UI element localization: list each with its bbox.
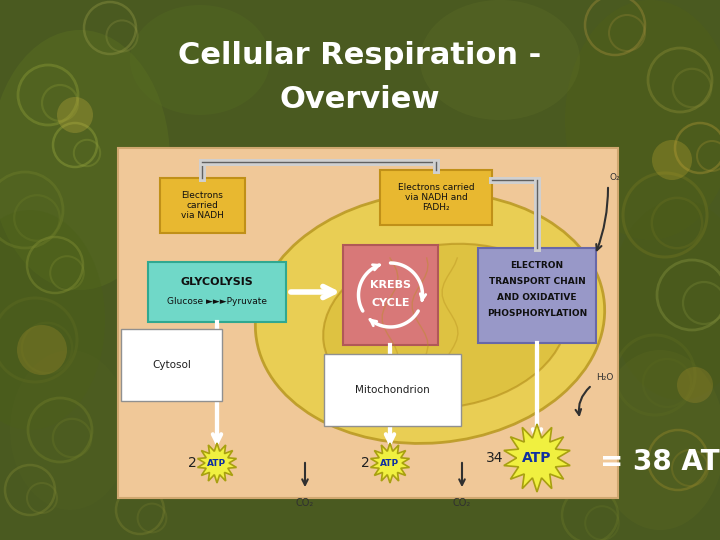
Text: PHOSPHORYLATION: PHOSPHORYLATION xyxy=(487,309,587,319)
Ellipse shape xyxy=(130,5,270,115)
Circle shape xyxy=(57,97,93,133)
FancyBboxPatch shape xyxy=(148,262,286,322)
Text: TRANSPORT CHAIN: TRANSPORT CHAIN xyxy=(489,278,585,287)
FancyBboxPatch shape xyxy=(478,248,596,343)
Circle shape xyxy=(652,140,692,180)
Text: KREBS: KREBS xyxy=(370,280,411,290)
FancyBboxPatch shape xyxy=(118,148,618,498)
Polygon shape xyxy=(371,443,410,483)
Text: ATP: ATP xyxy=(522,451,552,465)
Text: CO₂: CO₂ xyxy=(296,498,314,508)
Text: ATP: ATP xyxy=(207,458,227,468)
Text: Overview: Overview xyxy=(280,85,440,114)
Ellipse shape xyxy=(0,30,170,290)
Text: Cellular Respiration -: Cellular Respiration - xyxy=(179,40,541,70)
Text: ATP: ATP xyxy=(380,458,400,468)
Text: Cytosol: Cytosol xyxy=(152,360,191,370)
Polygon shape xyxy=(504,424,570,492)
Text: Electrons
carried
via NADH: Electrons carried via NADH xyxy=(181,191,224,220)
Ellipse shape xyxy=(595,350,720,530)
Text: 34: 34 xyxy=(486,451,504,465)
Text: H₂O: H₂O xyxy=(596,374,613,382)
Ellipse shape xyxy=(565,0,720,240)
Text: 2: 2 xyxy=(361,456,369,470)
Text: 2: 2 xyxy=(188,456,197,470)
Ellipse shape xyxy=(256,193,605,443)
Text: = 38 ATP: = 38 ATP xyxy=(600,448,720,476)
Text: GLYCOLYSIS: GLYCOLYSIS xyxy=(181,277,253,287)
Text: Mitochondrion: Mitochondrion xyxy=(355,385,430,395)
Circle shape xyxy=(17,325,67,375)
Ellipse shape xyxy=(323,244,567,408)
Ellipse shape xyxy=(10,350,130,510)
FancyBboxPatch shape xyxy=(343,245,438,345)
Text: Electrons carried
via NADH and
FADH₂: Electrons carried via NADH and FADH₂ xyxy=(397,183,474,212)
Ellipse shape xyxy=(610,200,720,400)
Ellipse shape xyxy=(0,210,105,430)
Text: O₂: O₂ xyxy=(610,173,621,183)
Text: CYCLE: CYCLE xyxy=(372,298,410,308)
Polygon shape xyxy=(197,443,236,483)
Text: ELECTRON: ELECTRON xyxy=(510,261,564,271)
Text: Glucose ►►►Pyruvate: Glucose ►►►Pyruvate xyxy=(167,298,267,307)
Text: CO₂: CO₂ xyxy=(453,498,471,508)
FancyBboxPatch shape xyxy=(380,170,492,225)
Circle shape xyxy=(677,367,713,403)
FancyBboxPatch shape xyxy=(160,178,245,233)
Ellipse shape xyxy=(420,0,580,120)
Text: AND OXIDATIVE: AND OXIDATIVE xyxy=(498,294,577,302)
